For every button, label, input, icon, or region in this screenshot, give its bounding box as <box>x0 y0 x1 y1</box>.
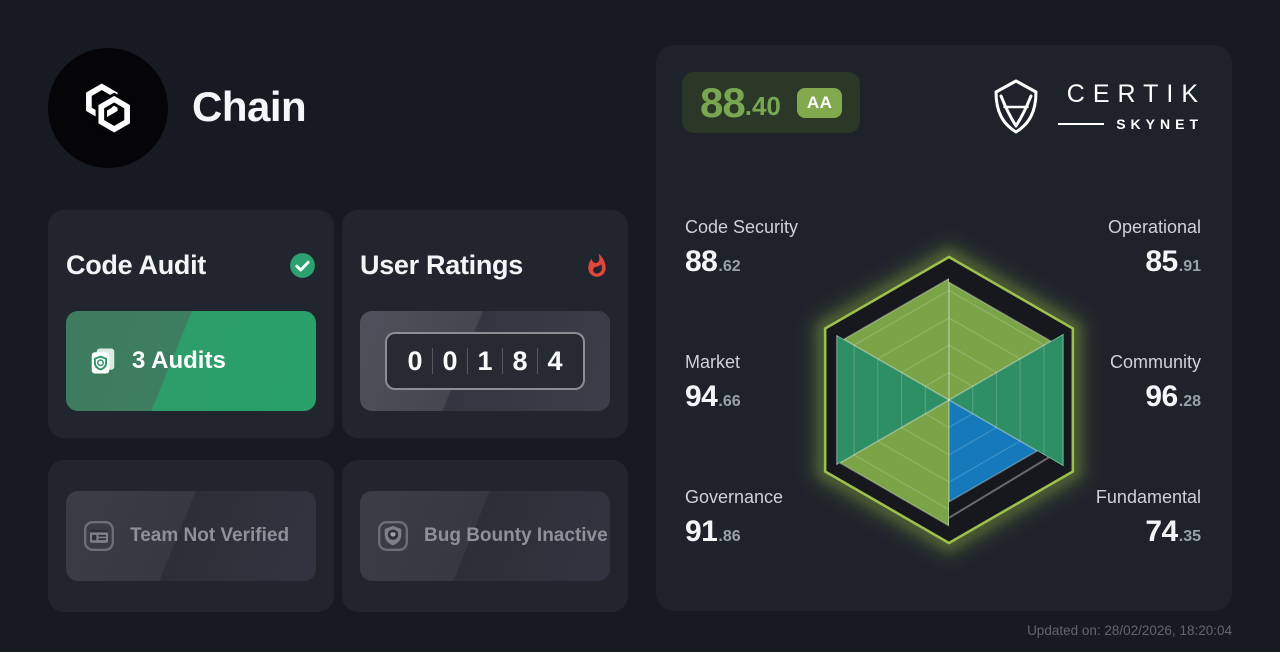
metric-label: Governance <box>685 487 784 507</box>
metric-value-int: 85 <box>1145 245 1178 278</box>
metric-value-int: 88 <box>685 245 718 278</box>
metric-operational: Operational 85.91 <box>1108 217 1201 279</box>
metric-value-int: 91 <box>685 515 718 548</box>
metric-value-dec: .62 <box>718 258 741 275</box>
flame-icon <box>588 253 606 277</box>
digit-separator <box>537 348 538 374</box>
metric-value-dec: .28 <box>1178 393 1201 410</box>
bug-bounty-card: Bug Bounty Inactive <box>342 460 628 612</box>
metric-community: Community 96.28 <box>1110 352 1201 414</box>
radar-sector-code-security <box>843 278 949 400</box>
metric-value-int: 94 <box>685 380 718 413</box>
team-status-button: Team Not Verified <box>66 491 316 581</box>
rating-digit: 8 <box>512 345 528 376</box>
project-logo <box>48 48 168 168</box>
digit-separator <box>432 348 433 374</box>
metric-value-int: 96 <box>1145 380 1178 413</box>
project-title: Chain <box>192 83 307 130</box>
user-ratings-title: User Ratings <box>360 250 523 280</box>
radar-sector-market <box>836 335 949 465</box>
skynet-panel: 88 .40 AA CERTIK SKYNET Operational <box>656 45 1232 611</box>
metric-value-int: 74 <box>1145 515 1178 548</box>
metric-label: Market <box>685 352 741 372</box>
metric-label: Code Security <box>685 217 799 237</box>
skynet-score-badge: 88 .40 AA <box>682 72 861 133</box>
radar-sector-operational <box>949 282 1051 400</box>
metric-label: Operational <box>1107 217 1201 237</box>
audit-report-icon <box>91 348 115 374</box>
metric-fundamental: Fundamental 74.35 <box>1096 487 1201 549</box>
brand-subname: SKYNET <box>1116 116 1203 132</box>
brand-name: CERTIK <box>1066 80 1206 108</box>
radar-sector-community <box>949 334 1064 466</box>
rating-digit: 0 <box>407 345 423 376</box>
metric-label: Community <box>1109 352 1201 372</box>
rating-digit: 1 <box>477 345 493 376</box>
metric-label: Fundamental <box>1095 487 1201 507</box>
metric-market: Market 94.66 <box>685 352 741 414</box>
score-integer: 88 <box>700 78 746 126</box>
rating-digit: 0 <box>442 345 458 376</box>
bug-bounty-status-label: Bug Bounty Inactive <box>424 525 608 546</box>
chain-links-icon <box>83 80 133 136</box>
team-card: Team Not Verified <box>48 460 334 612</box>
security-radar-chart <box>811 241 1087 559</box>
certik-skynet-logo: CERTIK SKYNET <box>990 75 1198 137</box>
metric-value-dec: .91 <box>1178 258 1201 275</box>
team-status-label: Team Not Verified <box>130 525 290 546</box>
code-audit-card: Code Audit 3 Audits <box>48 210 334 438</box>
updated-timestamp: Updated on: 28/02/2026, 18:20:04 <box>1027 623 1232 638</box>
radar-sector-fundamental <box>949 400 1038 502</box>
rating-digit: 4 <box>547 345 563 376</box>
id-card-icon <box>84 521 114 551</box>
audits-button-label: 3 Audits <box>132 347 226 374</box>
digit-separator <box>467 348 468 374</box>
shield-bug-icon <box>378 521 408 551</box>
metric-value-dec: .86 <box>718 528 741 545</box>
metric-value-dec: .66 <box>718 393 741 410</box>
code-audit-title: Code Audit <box>66 250 206 280</box>
audits-button[interactable]: 3 Audits <box>66 311 316 411</box>
digit-separator <box>502 348 503 374</box>
check-circle-icon <box>290 253 315 278</box>
metric-value-dec: .35 <box>1178 528 1201 545</box>
bug-bounty-status-button: Bug Bounty Inactive <box>360 491 610 581</box>
radar-sector-governance <box>840 400 949 526</box>
score-decimal: .40 <box>744 91 781 121</box>
metric-governance: Governance 91.86 <box>685 487 783 549</box>
brand-divider-line <box>1058 123 1105 125</box>
score-grade-chip: AA <box>796 87 843 118</box>
certik-shield-icon <box>994 79 1038 134</box>
metric-code-security: Code Security 88.62 <box>685 217 798 279</box>
